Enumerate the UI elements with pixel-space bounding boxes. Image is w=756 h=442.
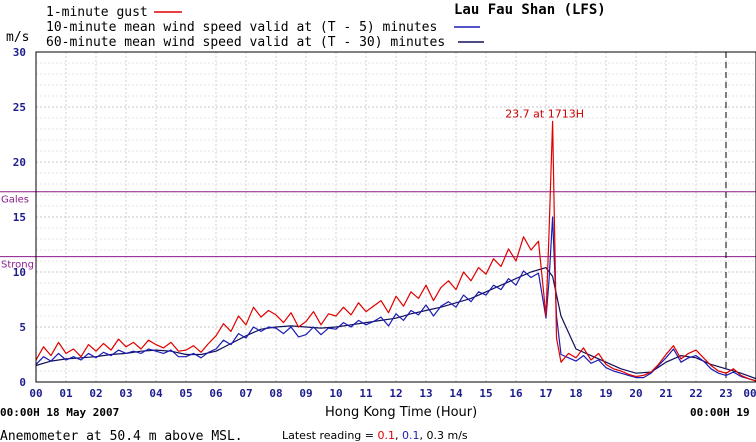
grid [35, 51, 756, 382]
x-axis-title: Hong Kong Time (Hour) [325, 405, 477, 420]
x-tick-label: 18 [569, 387, 582, 400]
latest-reading-60min: 0.3 [426, 429, 444, 442]
x-tick-label: 10 [329, 387, 342, 400]
threshold-lines: Strong Gales [0, 191, 756, 271]
x-tick-label: 15 [479, 387, 492, 400]
x-tick-label: 00 [743, 387, 756, 400]
x-tick-label: 12 [389, 387, 402, 400]
latest-reading: Latest reading = 0.1, 0.1, 0.3 m/s [282, 429, 468, 442]
plot-frame [35, 51, 756, 383]
x-tick-label: 19 [599, 387, 612, 400]
x-tick-label: 00 [29, 387, 42, 400]
x-tick-label: 20 [629, 387, 642, 400]
latest-reading-prefix: Latest reading = [282, 429, 377, 442]
x-tick-label: 03 [119, 387, 132, 400]
x-tick-label: 08 [269, 387, 282, 400]
x-tick-label: 09 [299, 387, 312, 400]
y-unit-label: m/s [6, 30, 29, 45]
y-tick-label: 25 [13, 101, 26, 114]
anemometer-note: Anemometer at 50.4 m above MSL. [0, 429, 243, 442]
x-tick-label: 23 [719, 387, 732, 400]
series-line [35, 120, 756, 382]
legend-label-gust: 1-minute gust [46, 5, 148, 20]
y-tick-label: 5 [19, 321, 26, 334]
x-tick-label: 06 [209, 387, 223, 400]
x-tick-label: 21 [659, 387, 673, 400]
x-tick-labels: 00 01 02 03 04 05 06 07 08 09 10 11 12 13 14 15 16 17 18 19… [29, 387, 756, 400]
x-tick-label: 02 [89, 387, 102, 400]
x-tick-label: 07 [239, 387, 252, 400]
latest-reading-gust: 0.1 [377, 429, 395, 442]
x-tick-label: 22 [689, 387, 702, 400]
x-tick-label: 13 [419, 387, 432, 400]
x-tick-label: 05 [179, 387, 192, 400]
series-line [35, 216, 756, 382]
x-tick-label: 04 [149, 387, 163, 400]
peak-annotation: 23.7 at 1713H [505, 107, 584, 120]
latest-reading-sep1: , [395, 429, 402, 442]
y-tick-label: 0 [19, 376, 26, 389]
y-tick-label: 10 [13, 266, 26, 279]
y-tick-label: 30 [13, 46, 26, 59]
latest-reading-10min: 0.1 [402, 429, 420, 442]
station-title: Lau Fau Shan (LFS) [454, 2, 606, 18]
x-tick-label: 14 [449, 387, 463, 400]
series-group [35, 120, 756, 382]
latest-reading-sep2: , [419, 429, 426, 442]
y-tick-labels: 0 5 10 15 20 25 30 [13, 46, 26, 389]
x-tick-label: 01 [59, 387, 73, 400]
start-time-label: 00:00H 18 May 2007 [0, 406, 119, 419]
series-line [35, 267, 756, 380]
y-tick-label: 20 [13, 156, 26, 169]
threshold-label: Strong [1, 260, 34, 271]
legend-label-10min-mean: 10-minute mean wind speed valid at (T - … [46, 20, 437, 35]
latest-reading-suffix: m/s [444, 429, 468, 442]
x-tick-label: 17 [539, 387, 552, 400]
end-time-label: 00:00H 19 [690, 406, 750, 419]
x-tick-label: 16 [509, 387, 523, 400]
x-tick-label: 11 [359, 387, 373, 400]
legend-label-60min-mean: 60-minute mean wind speed valid at (T - … [46, 35, 445, 50]
y-tick-label: 15 [13, 211, 26, 224]
threshold-label: Gales [1, 195, 29, 206]
